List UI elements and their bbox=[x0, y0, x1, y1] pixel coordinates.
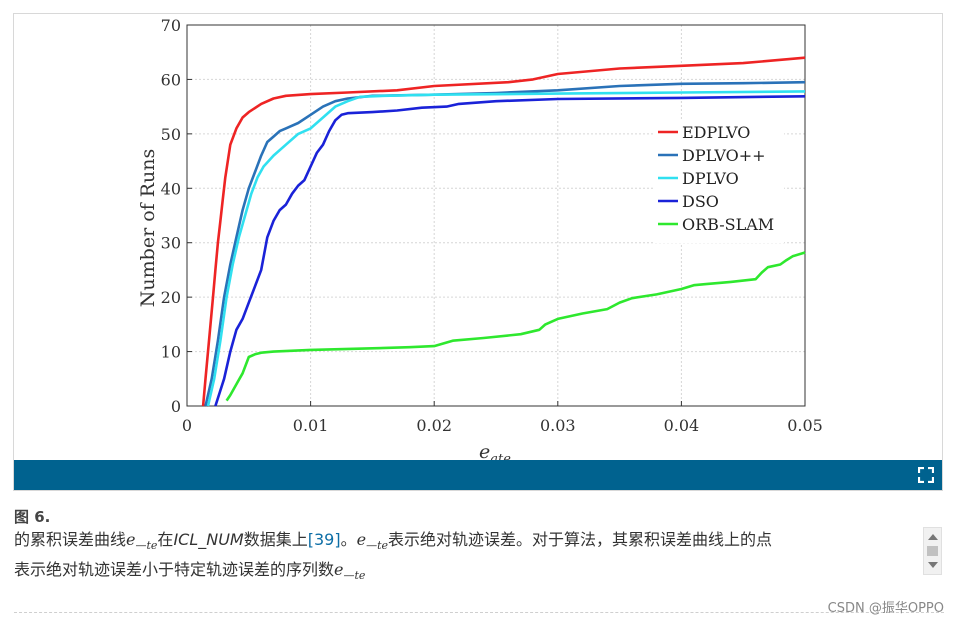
legend-entry: ORB-SLAM bbox=[682, 215, 774, 234]
x-axis-label: eate bbox=[479, 441, 511, 460]
caption-dataset: ICL_NUM bbox=[173, 530, 244, 549]
y-tick-label: 10 bbox=[161, 343, 181, 362]
series-group bbox=[201, 56, 806, 407]
x-tick-label: 0.01 bbox=[293, 416, 329, 435]
figure-label: 图 6. bbox=[14, 508, 51, 526]
scroll-up-icon[interactable] bbox=[928, 534, 938, 540]
legend-entry: DPLVO bbox=[682, 169, 739, 188]
caption-text-1: 的累积误差曲线 bbox=[14, 530, 127, 549]
math-symbol: e bbox=[126, 530, 136, 549]
series-line-dplvo bbox=[206, 90, 806, 407]
reference-link[interactable]: [39] bbox=[307, 530, 341, 549]
x-tick-label: 0.04 bbox=[664, 416, 700, 435]
math-subscript: —te bbox=[343, 569, 366, 583]
x-tick-label: 0.02 bbox=[416, 416, 452, 435]
legend-box bbox=[654, 120, 784, 243]
legend-entry: DSO bbox=[682, 192, 719, 211]
caption-math-3: e—te bbox=[334, 560, 366, 583]
axes: 0 0.01 0.02 0.03 0.04 0.05 0 10 20 30 40 50 60 70 bbox=[161, 16, 823, 435]
divider bbox=[14, 612, 944, 613]
plot-frame bbox=[186, 24, 806, 407]
x-tick-label: 0 bbox=[182, 416, 192, 435]
y-tick-label: 60 bbox=[161, 70, 181, 89]
math-symbol: e bbox=[356, 530, 367, 549]
y-tick-label: 0 bbox=[171, 397, 181, 416]
x-tick-label: 0.03 bbox=[540, 416, 576, 435]
series-line-dplvo- bbox=[204, 80, 806, 407]
grid bbox=[187, 25, 805, 406]
y-tick-label: 70 bbox=[161, 16, 181, 35]
caption-math-2: e—te bbox=[356, 530, 389, 553]
caption-text-6: 表示绝对轨迹误差小于特定轨迹误差的序列数 bbox=[14, 560, 335, 580]
caption-text-3: 数据集上 bbox=[243, 530, 308, 549]
figure-toolbar bbox=[14, 460, 942, 490]
series-line-edplvo bbox=[201, 56, 806, 407]
series-line-dso bbox=[214, 95, 806, 407]
y-tick-label: 40 bbox=[161, 179, 181, 198]
legend-entry: EDPLVO bbox=[682, 123, 750, 142]
caption-line-1: 的累积误差曲线e—te在ICL_NUM数据集上[39]。e—te表示绝对轨迹误差… bbox=[14, 528, 914, 558]
series-line-orb-slam bbox=[225, 251, 806, 402]
legend: EDPLVO DPLVO++ DPLVO DSO ORB-SLAM bbox=[654, 120, 784, 243]
math-subscript: —te bbox=[135, 539, 158, 553]
caption-text-2: 在 bbox=[157, 530, 174, 549]
expand-icon[interactable] bbox=[918, 467, 934, 483]
scroll-thumb[interactable] bbox=[927, 546, 938, 556]
math-subscript: —te bbox=[366, 539, 389, 553]
caption-line-2: 表示绝对轨迹误差小于特定轨迹误差的序列数e—te bbox=[14, 558, 914, 588]
caption-scrollbar[interactable] bbox=[923, 527, 942, 575]
chart: 0 0.01 0.02 0.03 0.04 0.05 0 10 20 30 40 50 60 70 Num… bbox=[137, 16, 823, 460]
watermark: CSDN @振华OPPO bbox=[827, 601, 944, 616]
y-axis-label: Number of Runs bbox=[137, 149, 159, 307]
x-axis-label-main: e bbox=[479, 441, 490, 460]
y-tick-label: 30 bbox=[161, 234, 181, 253]
caption-text-4: 。 bbox=[340, 530, 357, 549]
caption-text-5: 表示绝对轨迹误差。对于算法，其累积误差曲线上的点 bbox=[388, 530, 773, 549]
x-tick-label: 0.05 bbox=[787, 416, 823, 435]
caption-math-1: e—te bbox=[126, 530, 158, 553]
figure-frame: 0 0.01 0.02 0.03 0.04 0.05 0 10 20 30 40 50 60 70 Num… bbox=[13, 13, 943, 491]
x-axis-label-sub: ate bbox=[490, 452, 511, 460]
math-symbol: e bbox=[334, 560, 344, 580]
scroll-down-icon[interactable] bbox=[928, 562, 938, 568]
y-tick-label: 50 bbox=[161, 125, 181, 144]
y-tick-label: 20 bbox=[161, 288, 181, 307]
legend-entry: DPLVO++ bbox=[682, 146, 766, 165]
figure-caption: 的累积误差曲线e—te在ICL_NUM数据集上[39]。e—te表示绝对轨迹误差… bbox=[14, 528, 914, 588]
